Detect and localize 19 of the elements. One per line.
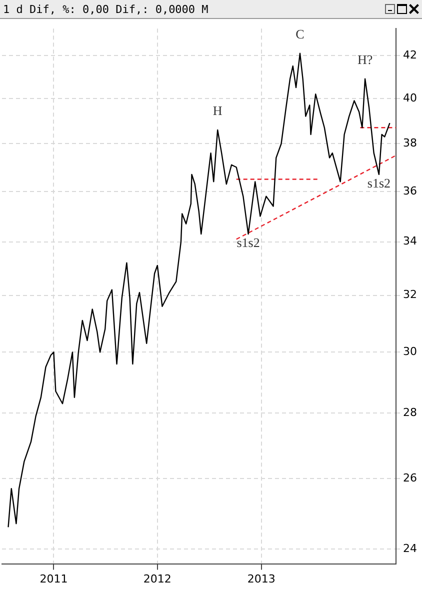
x-tick-label: 2011 [40,572,68,586]
annotation: H [212,102,222,118]
y-tick-label: 32 [403,288,418,302]
y-tick-label: 34 [403,234,418,248]
x-tick-label: 2013 [247,572,276,586]
annotation: s1s2 [367,175,391,190]
y-tick-label: 36 [403,184,418,198]
chart-title: 1 d Dif, %: 0,00 Dif,: 0,0000 M [3,2,208,16]
y-tick-label: 24 [403,542,418,555]
y-tick-label: 28 [403,406,418,419]
x-tick-label: 2012 [143,572,172,586]
y-tick-label: 38 [403,136,418,150]
y-tick-label: 26 [403,471,418,484]
y-tick-label: 42 [403,48,418,62]
annotation: H? [357,52,373,67]
annotation: s1s2 [236,235,260,250]
annotation: C [296,26,304,42]
y-tick-label: 30 [403,345,418,358]
y-tick-label: 40 [403,91,418,104]
